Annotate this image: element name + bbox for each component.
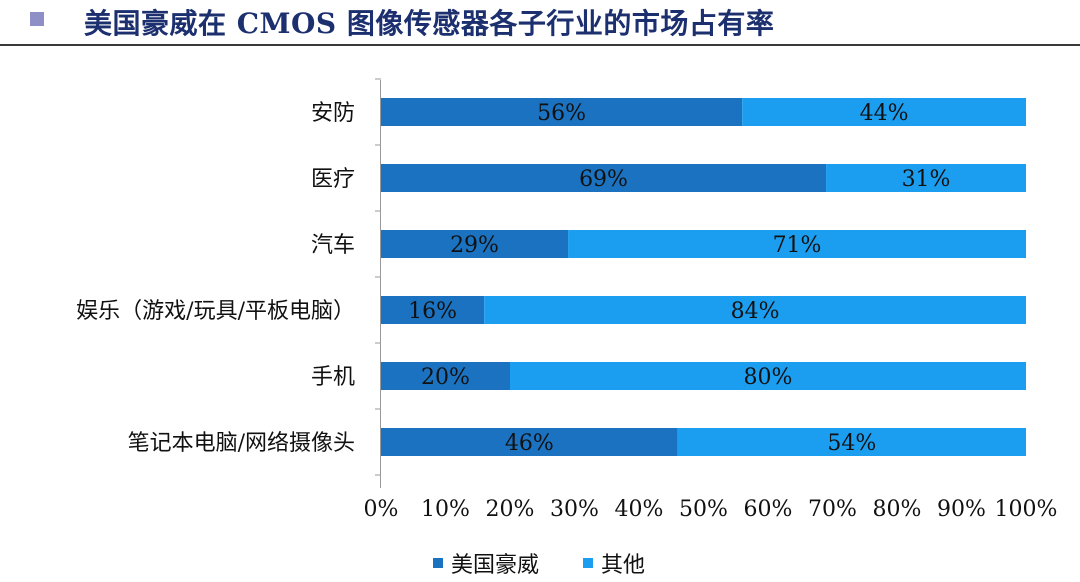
x-tick-label: 0%	[364, 497, 399, 522]
data-label: 16%	[408, 299, 457, 324]
data-label: 80%	[744, 365, 793, 390]
x-tick-label: 90%	[937, 497, 986, 522]
category-label: 安防	[311, 101, 355, 126]
page-title: 美国豪威在 CMOS 图像传感器各子行业的市场占有率	[84, 7, 775, 40]
data-label: 84%	[731, 299, 780, 324]
data-label: 56%	[537, 101, 586, 126]
legend-item-series-2: 其他	[583, 548, 645, 578]
legend-item-series-1: 美国豪威	[433, 548, 539, 578]
bar-segment-series-1	[381, 296, 485, 324]
x-tick-label: 60%	[744, 497, 793, 522]
x-tick-label: 70%	[808, 497, 857, 522]
data-label: 44%	[860, 101, 909, 126]
header-square-icon	[30, 12, 44, 26]
data-label: 54%	[827, 431, 876, 456]
category-label: 娱乐（游戏/玩具/平板电脑）	[76, 299, 355, 324]
legend-swatch-series-2	[583, 558, 593, 568]
bar-segment-series-2	[484, 296, 1026, 324]
bar-segment-series-2	[677, 428, 1026, 456]
legend-label-series-2: 其他	[601, 553, 646, 578]
x-tick-label: 40%	[615, 497, 664, 522]
bar-segment-series-1	[381, 428, 678, 456]
legend-label-series-1: 美国豪威	[451, 553, 540, 578]
data-label: 71%	[773, 233, 822, 258]
bar-segment-series-1	[381, 230, 569, 258]
x-tick-label: 30%	[550, 497, 599, 522]
x-tick-label: 50%	[679, 497, 728, 522]
header-divider	[0, 44, 1080, 46]
x-tick-label: 80%	[873, 497, 922, 522]
data-label: 69%	[579, 167, 628, 192]
x-tick-label: 20%	[486, 497, 535, 522]
category-label: 手机	[311, 365, 355, 390]
category-label: 汽车	[311, 233, 355, 258]
bar-segment-series-2	[826, 164, 1026, 192]
x-tick-label: 100%	[995, 497, 1058, 522]
data-label: 31%	[902, 167, 951, 192]
legend-swatch-series-1	[433, 558, 443, 568]
bar-segment-series-1	[381, 164, 827, 192]
bar-segment-series-1	[381, 98, 743, 126]
chart-legend: 美国豪威 其他	[0, 548, 1080, 578]
header: 美国豪威在 CMOS 图像传感器各子行业的市场占有率	[0, 0, 1080, 46]
x-tick-label: 10%	[421, 497, 470, 522]
stacked-bar-chart: 安防 56% 44% 医疗 69% 31% 汽车 29% 71% 娱乐（游戏/玩具/平板电脑） 16…	[76, 78, 1058, 522]
category-label: 医疗	[311, 167, 355, 192]
data-label: 46%	[505, 431, 554, 456]
bar-segment-series-2	[742, 98, 1026, 126]
bar-segment-series-1	[381, 362, 510, 390]
data-label: 20%	[421, 365, 470, 390]
bar-segment-series-2	[568, 230, 1026, 258]
data-label: 29%	[450, 233, 499, 258]
bar-segment-series-2	[510, 362, 1026, 390]
category-label: 笔记本电脑/网络摄像头	[128, 431, 355, 456]
